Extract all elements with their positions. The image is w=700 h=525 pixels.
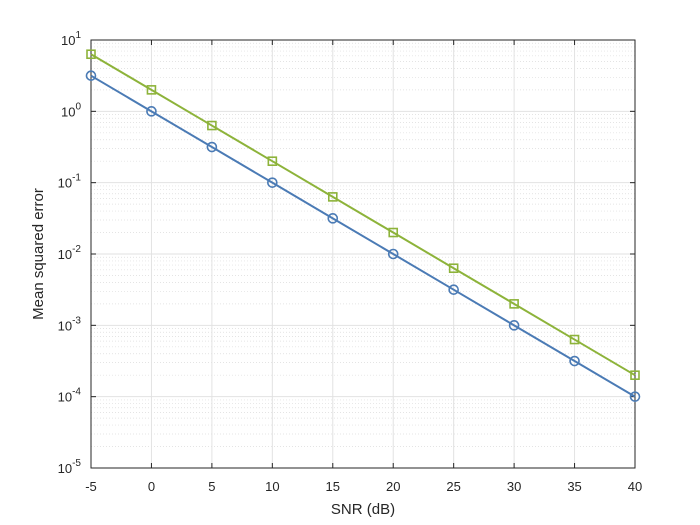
x-tick-label: 35 <box>567 479 581 494</box>
x-tick-labels: -5 0 5 10 15 20 25 30 35 40 <box>85 479 642 494</box>
x-tick-label: 15 <box>326 479 340 494</box>
series-1-point <box>206 141 218 153</box>
y-tick-label: 10-2 <box>58 244 82 262</box>
series-layer <box>85 49 641 402</box>
y-tick-label: 10-1 <box>58 173 82 191</box>
series-2 <box>86 49 640 380</box>
series-2-point <box>327 192 338 202</box>
series-2-point <box>630 370 640 380</box>
minor-grid <box>91 42 635 447</box>
series-2-point <box>388 227 399 238</box>
series-1-point <box>146 106 157 117</box>
series-2-point <box>207 120 217 131</box>
x-tick-label: 0 <box>148 479 155 494</box>
x-tick-label: 10 <box>265 479 279 494</box>
series-1-point <box>267 177 278 188</box>
y-tick-labels: 10-5 10-4 10-3 10-2 10-1 100 101 <box>58 30 82 476</box>
y-tick-label: 101 <box>61 30 81 48</box>
series-2-point <box>86 49 96 60</box>
y-tick-label: 10-4 <box>58 387 82 405</box>
series-2-point <box>267 156 278 166</box>
x-axis-title: SNR (dB) <box>331 501 395 518</box>
axis-ticks <box>90 39 636 469</box>
x-tick-label: 5 <box>208 479 215 494</box>
x-tick-label: 40 <box>628 479 642 494</box>
series-1-point <box>85 70 97 81</box>
x-tick-label: 20 <box>386 479 400 494</box>
y-tick-label: 10-3 <box>58 315 82 333</box>
series-2-point <box>509 299 519 309</box>
series-2-point <box>569 334 580 345</box>
y-tick-label: 10-5 <box>58 458 82 476</box>
y-axis-title: Mean squared error <box>30 188 47 320</box>
series-1-point <box>448 284 459 295</box>
series-1 <box>85 70 641 402</box>
x-tick-label: 30 <box>507 479 521 494</box>
series-1-line <box>90 74 636 398</box>
series-1-point <box>508 320 520 331</box>
series-2-point <box>146 85 157 95</box>
y-tick-label: 100 <box>61 101 81 119</box>
series-1-point <box>569 355 580 367</box>
x-tick-label: -5 <box>85 479 97 494</box>
series-1-point <box>629 391 641 402</box>
series-1-point <box>387 248 399 260</box>
x-tick-label: 25 <box>446 479 460 494</box>
series-1-point <box>327 213 339 224</box>
series-2-line <box>90 53 636 377</box>
series-2-point <box>448 263 459 274</box>
